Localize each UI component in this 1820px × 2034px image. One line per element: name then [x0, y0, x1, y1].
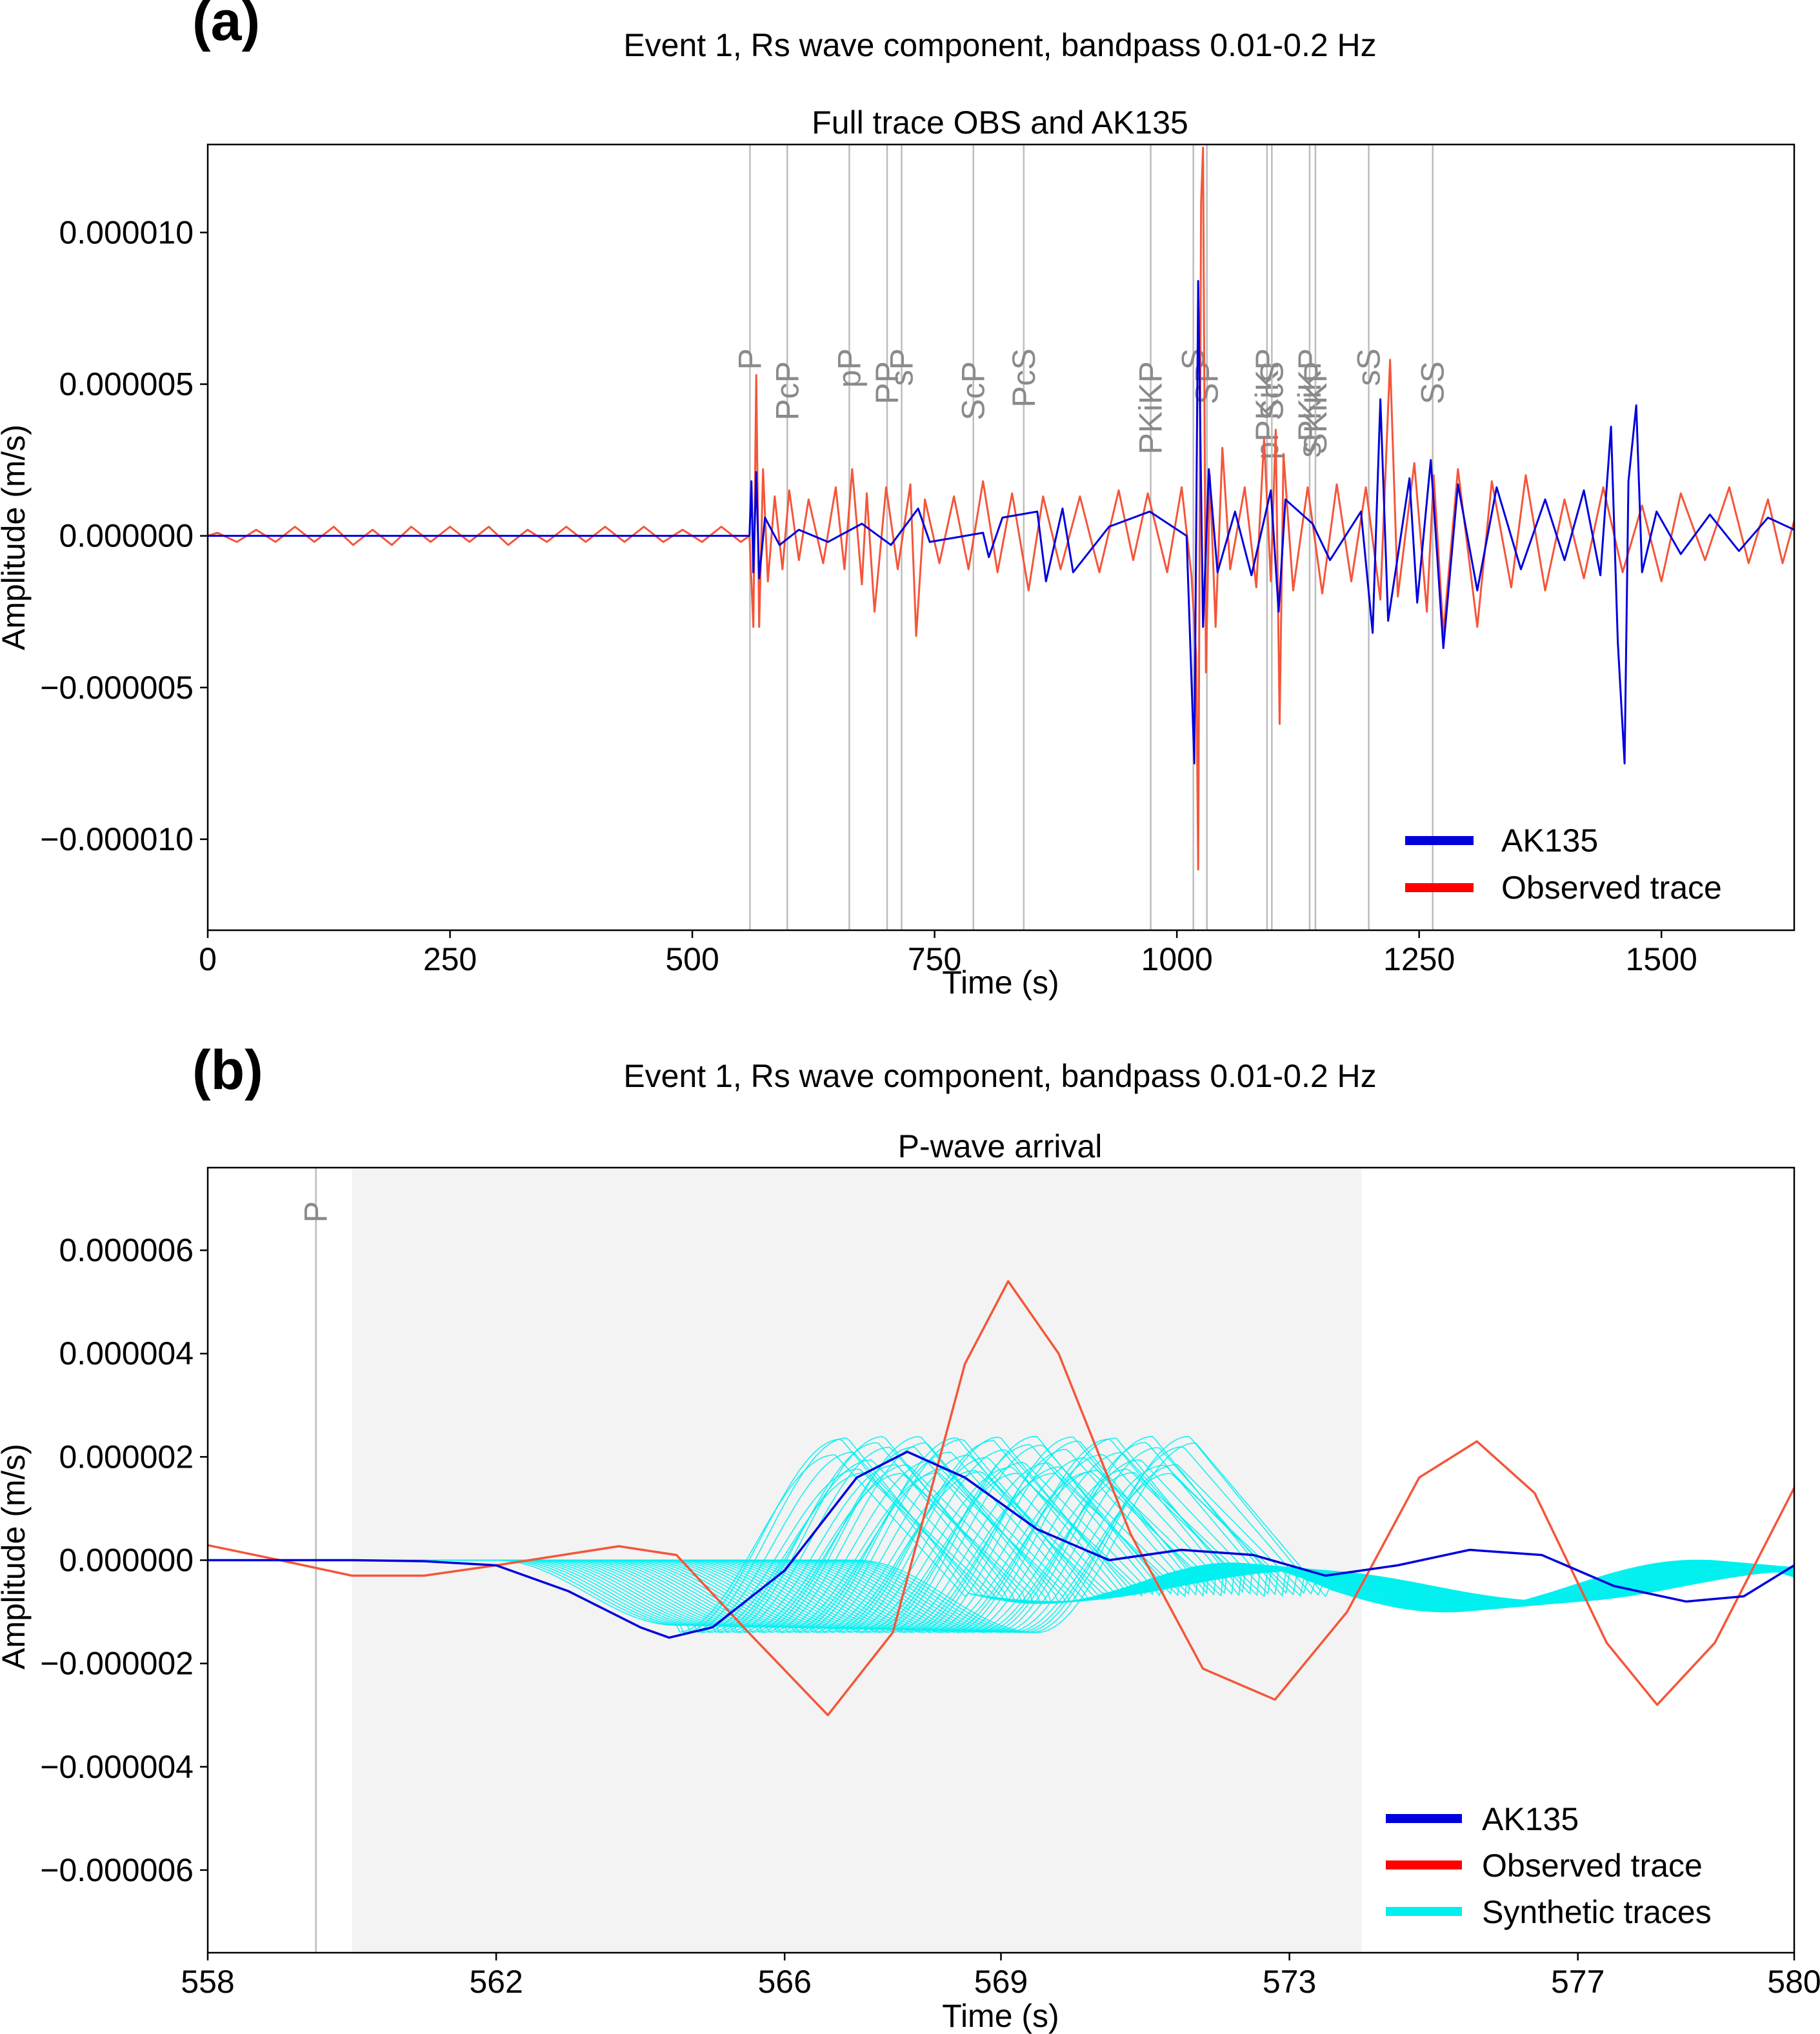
panel-b-y-ticks: 0.000006 0.000004 0.000002 0.000000 −0.00000… [40, 1232, 208, 1888]
legend-label-observed-b: Observed trace [1482, 1848, 1703, 1884]
x-tick-label: 580 [1767, 1964, 1820, 2000]
phase-marker-label: SS [1415, 361, 1451, 404]
series-observed-line [207, 1280, 1795, 1717]
x-tick-label: 566 [757, 1964, 811, 2000]
x-tick-label: 562 [469, 1964, 523, 2000]
panel-b-x-label: Time (s) [942, 1998, 1059, 2034]
phase-marker-label: PcP [769, 361, 805, 421]
phase-marker-label: S [1175, 348, 1212, 370]
phase-marker-label: PcS [1006, 348, 1042, 408]
y-tick-label: 0.000004 [59, 1335, 194, 1371]
panel-b-series [207, 1280, 1795, 1717]
panel-a-legend: AK135 Observed trace [1405, 823, 1722, 906]
x-tick-label: 577 [1551, 1964, 1605, 2000]
panel-b-x-ticks: 558 562 566 569 573 577 580 [181, 1953, 1820, 2000]
legend-label-synthetic-b: Synthetic traces [1482, 1894, 1712, 1930]
x-tick-label: 573 [1263, 1964, 1316, 2000]
x-tick-label: 1250 [1383, 941, 1455, 977]
panel-b: (b) Event 1, Rs wave component, bandpass… [0, 1039, 1820, 2034]
phase-marker-label: SP [1189, 361, 1225, 404]
x-tick-label: 0 [199, 941, 217, 977]
panel-a-label: (a) [192, 0, 260, 52]
panel-a-series [207, 146, 1795, 871]
y-tick-label: 0.000005 [59, 366, 194, 403]
y-tick-label: 0.000000 [59, 1542, 194, 1579]
x-tick-label: 569 [974, 1964, 1028, 2000]
phase-marker-label: sP [884, 348, 920, 386]
y-tick-label: −0.000010 [40, 821, 194, 857]
phase-marker-label: SKiKP [1297, 361, 1334, 455]
y-tick-label: 0.000006 [59, 1232, 194, 1268]
panel-b-y-label: Amplitude (m/s) [0, 1444, 32, 1670]
phase-marker-label: P [732, 348, 768, 370]
phase-marker-label: pPKiKP [1249, 348, 1285, 459]
legend-label-observed: Observed trace [1501, 870, 1722, 906]
x-tick-label: 1000 [1141, 941, 1213, 977]
x-tick-label: 500 [665, 941, 719, 977]
y-tick-label: −0.000004 [40, 1749, 194, 1785]
panel-b-subtitle: P-wave arrival [898, 1128, 1103, 1164]
phase-marker-label: pP [831, 348, 867, 388]
phase-marker-label: sS [1351, 348, 1387, 386]
y-tick-label: −0.000006 [40, 1852, 194, 1888]
phase-marker-label: ScS [1254, 361, 1290, 421]
phase-marker-label: PP [869, 361, 905, 404]
legend-label-ak135: AK135 [1501, 823, 1598, 859]
panel-a-y-ticks: 0.000010 0.000005 0.000000 −0.000005 −0.0000… [40, 214, 208, 857]
panel-a-x-ticks: 0 250 500 750 1000 1250 1500 [199, 930, 1697, 977]
x-tick-label: 1500 [1626, 941, 1697, 977]
panel-a: (a) Event 1, Rs wave component, bandpass… [0, 0, 1795, 1001]
panel-b-label: (b) [192, 1039, 263, 1101]
x-tick-label: 250 [423, 941, 477, 977]
y-tick-label: 0.000000 [59, 518, 194, 554]
y-tick-label: 0.000010 [59, 214, 194, 250]
phase-marker-label: P [298, 1201, 334, 1222]
panel-b-synthetic-traces [208, 1435, 1795, 1633]
synthetic-trace [208, 1442, 1795, 1633]
series-ak135-line [208, 1450, 1795, 1639]
panel-a-title: Event 1, Rs wave component, bandpass 0.0… [623, 27, 1376, 63]
panel-a-subtitle: Full trace OBS and AK135 [812, 105, 1188, 141]
series-ak135-line [208, 280, 1795, 764]
series-observed-line [207, 146, 1795, 871]
phase-marker-label: ScP [955, 361, 992, 421]
panel-a-x-label: Time (s) [942, 964, 1059, 1001]
panel-b-legend: AK135 Observed trace Synthetic traces [1386, 1801, 1712, 1930]
y-tick-label: 0.000002 [59, 1439, 194, 1475]
legend-label-ak135-b: AK135 [1482, 1801, 1579, 1837]
phase-marker-label: sPKiKP [1292, 348, 1328, 458]
panel-a-frame [206, 143, 1795, 932]
y-tick-label: −0.000005 [40, 670, 194, 706]
x-tick-label: 750 [908, 941, 961, 977]
panel-b-title: Event 1, Rs wave component, bandpass 0.0… [623, 1058, 1376, 1094]
panel-a-y-label: Amplitude (m/s) [0, 424, 32, 650]
phase-marker-label: PKiKP [1133, 361, 1169, 455]
x-tick-label: 558 [181, 1964, 234, 2000]
y-tick-label: −0.000002 [40, 1646, 194, 1682]
